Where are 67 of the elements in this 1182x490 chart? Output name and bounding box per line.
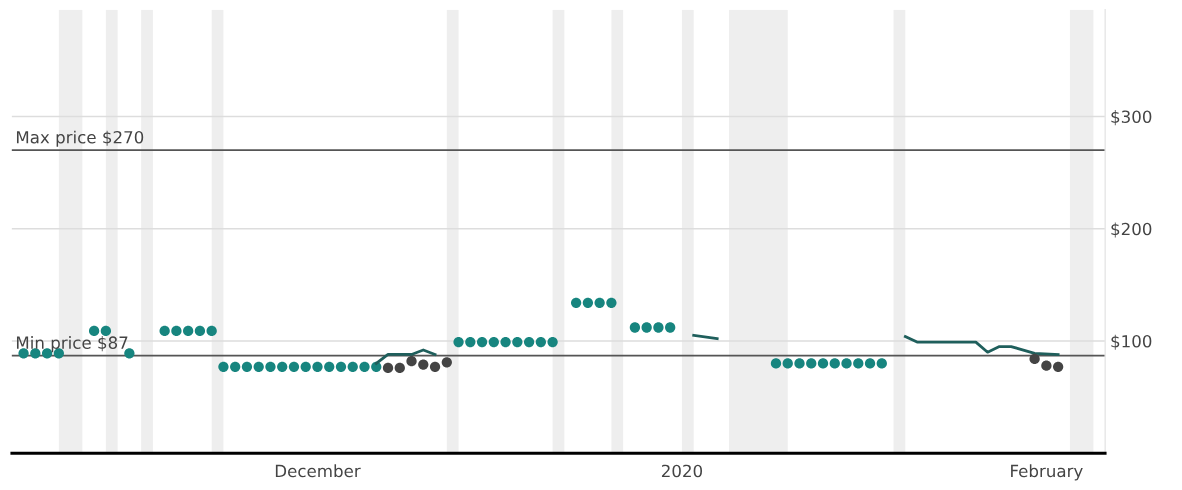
- point: [183, 325, 194, 337]
- point: [535, 336, 547, 348]
- point: [324, 361, 335, 372]
- point: [206, 325, 217, 337]
- point: [876, 358, 887, 369]
- point: [347, 361, 358, 372]
- point: [406, 356, 417, 367]
- point: [218, 361, 229, 372]
- point: [853, 358, 864, 369]
- point: [30, 348, 41, 359]
- point: [382, 362, 394, 374]
- point: [794, 358, 805, 369]
- point: [41, 348, 53, 359]
- point: [288, 361, 300, 372]
- point: [359, 361, 370, 372]
- point: [418, 359, 429, 370]
- point: [817, 358, 829, 369]
- point: [441, 357, 452, 368]
- point: [594, 297, 605, 308]
- point: [429, 361, 441, 372]
- point: [629, 322, 641, 333]
- point: [335, 361, 347, 372]
- point: [465, 336, 476, 348]
- point: [1041, 360, 1052, 371]
- point: [782, 358, 793, 369]
- ref-line-label: Min price $87: [16, 336, 128, 353]
- point: [841, 358, 852, 369]
- point: [453, 336, 464, 348]
- point: [770, 358, 782, 369]
- point: [300, 361, 311, 372]
- point: [864, 358, 876, 369]
- y-tick-label: $200: [1111, 222, 1152, 238]
- point: [547, 336, 558, 348]
- point: [582, 297, 594, 308]
- point: [829, 358, 840, 369]
- point: [488, 336, 499, 348]
- point: [606, 297, 617, 308]
- point: [265, 361, 276, 372]
- y-tick-label: $300: [1111, 110, 1152, 126]
- x-tick-label: 2020: [661, 464, 703, 478]
- point: [277, 361, 288, 372]
- ref-line-label: Max price $270: [16, 130, 144, 147]
- point: [500, 336, 511, 348]
- point: [18, 348, 29, 359]
- point: [653, 322, 664, 333]
- x-tick-label: February: [1011, 464, 1083, 481]
- point: [241, 361, 253, 372]
- point: [1052, 361, 1064, 372]
- point: [394, 362, 405, 374]
- point: [570, 297, 582, 308]
- point: [194, 325, 206, 337]
- point: [806, 358, 817, 369]
- point: [512, 336, 523, 348]
- point: [476, 336, 488, 348]
- point: [312, 361, 323, 372]
- point: [665, 322, 676, 333]
- point: [1029, 353, 1040, 365]
- point: [230, 361, 241, 372]
- point: [171, 325, 182, 337]
- point: [523, 336, 535, 348]
- point: [100, 325, 112, 337]
- point: [88, 325, 100, 337]
- y-tick-label: $100: [1111, 334, 1152, 350]
- x-tick-label: December: [275, 464, 361, 478]
- point: [159, 325, 170, 337]
- point: [641, 322, 652, 333]
- point: [253, 361, 264, 372]
